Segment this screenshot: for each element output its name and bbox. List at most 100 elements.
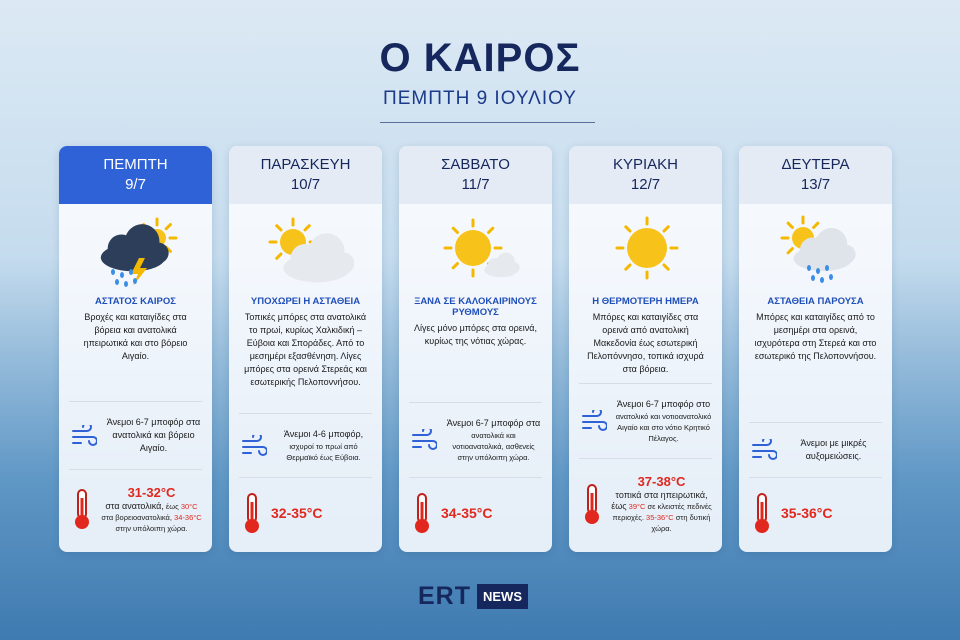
temperature-row: 35-36°C (739, 478, 892, 552)
temperature-detail: στην υπόλοιπη χώρα. (115, 524, 188, 533)
temperature-text: 35-36°C (781, 505, 882, 522)
divider (380, 122, 595, 123)
temperature-detail: 30°C (180, 502, 198, 511)
date: 12/7 (630, 176, 661, 193)
temperature-row: 32-35°C (229, 478, 382, 552)
temperature-text: 31-32°C στα ανατολικά, έως 30°C στα βορει… (101, 484, 202, 534)
wind-text: Άνεμοι 6-7 μποφόρ στα ανατολικά και βόρε… (105, 416, 202, 455)
description: Μπόρες και καταιγίδες στα ορεινά από ανα… (587, 312, 704, 374)
thermometer-icon (585, 483, 599, 524)
subtitle: ΠΕΜΠΤΗ 9 ΙΟΥΛΙΟΥ (383, 88, 577, 109)
weather-icon (268, 217, 354, 283)
separator (749, 422, 882, 423)
wind-icon (752, 439, 777, 460)
card-header: ΠΕΜΠΤΗ 9/7 (59, 146, 212, 204)
temperature-row: 31-32°C στα ανατολικά, έως 30°C στα βορει… (59, 470, 212, 552)
wind-line: ανατολικά και νοτιοανατολικά, ασθενείς σ… (452, 431, 535, 462)
date: 11/7 (461, 176, 490, 193)
card-header: ΔΕΥΤΕΡΑ 13/7 (739, 146, 892, 204)
wind-line: ισχυροί το πρωί από Θερμαϊκό έως Εύβοια. (286, 442, 361, 462)
wind-line: Άνεμοι 4-6 μποφόρ, (283, 429, 364, 439)
spacer (59, 363, 212, 401)
wind-line: Άνεμοι 6-7 μποφόρ στα (446, 418, 541, 428)
separator (749, 477, 882, 478)
date: 13/7 (800, 176, 831, 193)
headline: ΑΣΤΑΤΟΣ ΚΑΙΡΟΣ (95, 296, 176, 307)
day: ΠΕΜΠΤΗ (103, 156, 168, 173)
separator (69, 469, 202, 470)
temperature-row: 34-35°C (399, 478, 552, 552)
wind-line: Άνεμοι 6-7 μποφόρ στο (616, 399, 711, 409)
temperature-detail: στα ανατολικά, (105, 501, 164, 511)
wind-row: Άνεμοι με μικρές αυξομειώσεις. (739, 423, 892, 477)
temperature-main: 31-32°C (127, 485, 176, 500)
thermometer-icon (75, 489, 89, 529)
headline: ΞΑΝΑ ΣΕ ΚΑΛΟΚΑΙΡΙΝΟΥΣ ΡΥΘΜΟΥΣ (414, 296, 537, 318)
temperature-detail: τοπικά στα ηπειρωτικά, έως (611, 490, 708, 511)
wind-line: ανατολικό και νοτιοανατολικό Αιγαίο και … (615, 412, 712, 443)
thermometer-icon (755, 493, 769, 533)
day: ΔΕΥΤΕΡΑ (781, 156, 850, 173)
description: Τοπικές μπόρες στα ανατολικά το πρωί, κυ… (244, 312, 367, 387)
spacer (569, 376, 722, 383)
temperature-detail: σε κλειστές πεδινές περιοχές. (612, 502, 712, 522)
temperature-detail: έως (165, 502, 179, 511)
wind-text: Άνεμοι 6-7 μποφόρ στα ανατολικά και νοτιο… (445, 417, 542, 463)
temperature-main: 35-36°C (781, 504, 833, 521)
weather-icon (100, 217, 177, 287)
wind-row: Άνεμοι 6-7 μποφόρ στα ανατολικά και νοτιο… (399, 403, 552, 477)
temperature-text: 37-38°C τοπικά στα ηπειρωτικά, έως 39°C σ… (611, 473, 712, 534)
forecast-card: ΚΥΡΙΑΚΗ 12/7 Η ΘΕΡΜΟΤΕΡΗ ΗΜΕΡΑ Μπόρες και κ… (569, 146, 722, 552)
wind-text: Άνεμοι με μικρές αυξομειώσεις. (785, 437, 882, 463)
wind-text: Άνεμοι 6-7 μποφόρ στο ανατολικό και νοτιο… (615, 398, 712, 444)
wind-icon (582, 410, 607, 431)
spacer (739, 363, 892, 422)
wind-text: Άνεμοι 4-6 μποφόρ, ισχυροί το πρωί από Θε… (275, 428, 372, 463)
wind-row: Άνεμοι 4-6 μποφόρ, ισχυροί το πρωί από Θε… (229, 414, 382, 477)
card-header: ΠΑΡΑΣΚΕΥΗ 10/7 (229, 146, 382, 204)
wind-row: Άνεμοι 6-7 μποφόρ στα ανατολικά και βόρε… (59, 402, 212, 469)
wind-line: Άνεμοι 6-7 μποφόρ στα ανατολικά και βόρε… (106, 417, 201, 453)
temperature-text: 34-35°C (441, 505, 542, 522)
separator (409, 402, 542, 403)
separator (579, 383, 712, 384)
thermometer-icon (415, 493, 429, 533)
separator (579, 458, 712, 459)
brand: ERT (418, 582, 471, 610)
day: ΣΑΒΒΑΤΟ (441, 156, 510, 173)
title: Ο ΚΑΙΡΟΣ (379, 36, 581, 80)
weather-icon (615, 216, 678, 280)
description: Μπόρες και καταιγίδες από το μεσημέρι στ… (754, 312, 877, 361)
spacer (399, 348, 552, 402)
headline: Η ΘΕΡΜΟΤΕΡΗ ΗΜΕΡΑ (592, 296, 699, 307)
forecast-card: ΣΑΒΒΑΤΟ 11/7 ΞΑΝΑ ΣΕ ΚΑΛΟΚΑΙΡΙΝΟΥΣ ΡΥΘΜΟΥΣ… (399, 146, 552, 552)
spacer (229, 389, 382, 413)
forecast-card: ΔΕΥΤΕΡΑ 13/7 ΑΣΤΑΘΕΙΑ ΠΑΡΟΥΣΑ Μπόρες και κα… (739, 146, 892, 552)
description: Βροχές και καταιγίδες στα βόρεια και ανα… (83, 312, 188, 361)
separator (239, 413, 372, 414)
temperature-detail: στη δυτική χώρα. (651, 513, 711, 533)
temperature-main: 32-35°C (271, 504, 323, 521)
date: 10/7 (290, 176, 321, 193)
day: ΚΥΡΙΑΚΗ (612, 156, 679, 173)
temperature-text: 32-35°C (271, 505, 372, 522)
wind-line: Άνεμοι με μικρές αυξομειώσεις. (800, 438, 867, 461)
separator (409, 477, 542, 478)
wind-icon (242, 434, 267, 456)
forecast-card: ΠΕΜΠΤΗ 9/7 ΑΣΤΑΤΟΣ ΚΑΙΡΟΣ Βροχές και καταιγ… (59, 146, 212, 552)
headline: ΑΣΤΑΘΕΙΑ ΠΑΡΟΥΣΑ (767, 296, 864, 307)
headline: ΥΠΟΧΩΡΕΙ Η ΑΣΤΑΘΕΙΑ (250, 296, 361, 307)
card-header: ΣΑΒΒΑΤΟ 11/7 (399, 146, 552, 204)
description: Λίγες μόνο μπόρες στα ορεινά, κυρίως της… (414, 323, 537, 346)
wind-icon (412, 429, 437, 450)
temperature-detail: 34-36°C (174, 513, 202, 522)
wind-row: Άνεμοι 6-7 μποφόρ στο ανατολικό και νοτιο… (569, 384, 722, 458)
temperature-main: 34-35°C (441, 504, 493, 521)
card-header: ΚΥΡΙΑΚΗ 12/7 (569, 146, 722, 204)
weather-icon (780, 215, 856, 283)
date: 9/7 (125, 176, 146, 193)
weather-icon (443, 218, 520, 278)
forecast-card: ΠΑΡΑΣΚΕΥΗ 10/7 ΥΠΟΧΩΡΕΙ Η ΑΣΤΑΘΕΙΑ Τοπικές … (229, 146, 382, 552)
temperature-detail: 39°C (628, 502, 646, 511)
